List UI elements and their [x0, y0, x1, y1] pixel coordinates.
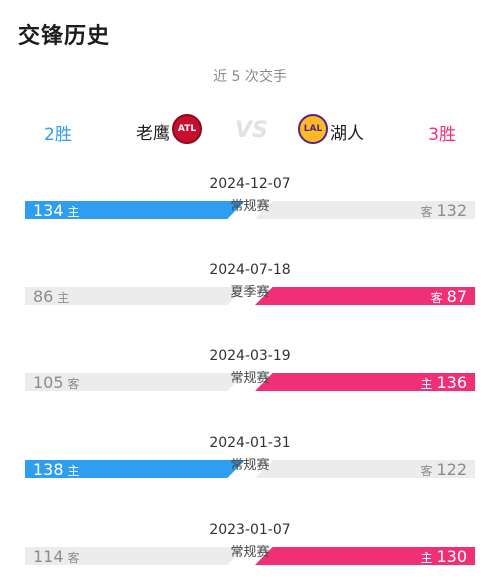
game-type: 夏季赛 — [230, 285, 270, 300]
game-date: 2024-01-31 — [209, 435, 291, 451]
right-score: 主 136 — [416, 375, 467, 392]
left-venue-tag: 客 — [67, 551, 80, 565]
left-venue-tag: 主 — [67, 464, 80, 478]
left-score-bar — [25, 373, 245, 391]
game-row[interactable]: 2024-01-31 常规赛 138 主 客 122 — [0, 435, 500, 495]
game-type: 常规赛 — [230, 458, 270, 473]
left-score: 114 客 — [33, 549, 84, 566]
right-score-value: 130 — [436, 547, 467, 566]
game-row[interactable]: 2024-12-07 常规赛 134 主 客 132 — [0, 176, 500, 236]
left-score: 86 主 — [33, 289, 73, 306]
game-row[interactable]: 2024-03-19 常规赛 105 客 主 136 — [0, 348, 500, 408]
right-score-bar-fill — [255, 547, 475, 565]
page-title: 交锋历史 — [18, 24, 111, 49]
game-date: 2024-07-18 — [209, 262, 291, 278]
left-team-name[interactable]: 老鹰 — [136, 124, 170, 144]
hawks-logo-icon[interactable]: ATL — [172, 114, 202, 144]
game-date: 2024-03-19 — [209, 348, 291, 364]
game-date: 2024-12-07 — [209, 176, 291, 192]
right-venue-tag: 客 — [420, 464, 433, 478]
right-team-name[interactable]: 湖人 — [330, 124, 364, 144]
left-score-value: 138 — [33, 460, 64, 479]
right-score: 客 122 — [416, 462, 467, 479]
right-venue-tag: 客 — [430, 291, 443, 305]
hawks-logo-text: ATL — [177, 124, 197, 134]
left-score-bar — [25, 287, 245, 305]
game-row[interactable]: 2023-01-07 常规赛 114 客 主 130 — [0, 522, 500, 582]
left-score-value: 134 — [33, 201, 64, 220]
left-score-bar-fill — [25, 201, 245, 219]
left-score-bar-fill — [25, 547, 245, 565]
right-score: 主 130 — [416, 549, 467, 566]
right-venue-tag: 客 — [420, 205, 433, 219]
lakers-logo-icon[interactable]: LAL — [298, 114, 328, 144]
right-score-value: 87 — [446, 287, 467, 306]
right-venue-tag: 主 — [420, 551, 433, 565]
right-score: 客 132 — [416, 203, 467, 220]
right-score-bar-fill — [255, 373, 475, 391]
right-score-bar — [255, 287, 475, 305]
right-score-bar — [255, 547, 475, 565]
right-score-bar-fill — [255, 201, 475, 219]
left-score-value: 114 — [33, 547, 64, 566]
left-score-bar — [25, 201, 245, 219]
right-score-bar-fill — [255, 460, 475, 478]
left-venue-tag: 主 — [67, 205, 80, 219]
left-venue-tag: 主 — [57, 291, 70, 305]
left-team-wins: 2胜 — [44, 125, 72, 145]
game-type: 常规赛 — [230, 199, 270, 214]
game-row[interactable]: 2024-07-18 夏季赛 86 主 客 87 — [0, 262, 500, 322]
vs-icon: VS — [235, 118, 268, 143]
left-score-bar-fill — [25, 287, 245, 305]
right-score-value: 136 — [436, 373, 467, 392]
left-score: 134 主 — [33, 203, 84, 220]
recent-games-subtitle: 近 5 次交手 — [213, 69, 287, 85]
left-score-bar — [25, 547, 245, 565]
right-team-wins: 3胜 — [428, 125, 456, 145]
right-score-bar — [255, 373, 475, 391]
right-score-bar-fill — [255, 287, 475, 305]
right-score-bar — [255, 460, 475, 478]
game-type: 常规赛 — [230, 371, 270, 386]
game-date: 2023-01-07 — [209, 522, 291, 538]
right-venue-tag: 主 — [420, 377, 433, 391]
left-score-value: 105 — [33, 373, 64, 392]
left-score-bar-fill — [25, 373, 245, 391]
left-venue-tag: 客 — [67, 377, 80, 391]
left-score: 138 主 — [33, 462, 84, 479]
left-score-bar-fill — [25, 460, 245, 478]
lakers-logo-text: LAL — [303, 124, 323, 134]
game-type: 常规赛 — [230, 545, 270, 560]
left-score-value: 86 — [33, 287, 54, 306]
right-score: 客 87 — [427, 289, 467, 306]
right-score-value: 132 — [436, 201, 467, 220]
right-score-value: 122 — [436, 460, 467, 479]
matchup-header: 2胜 老鹰 ATL VS LAL 湖人 3胜 — [0, 112, 500, 152]
right-score-bar — [255, 201, 475, 219]
left-score: 105 客 — [33, 375, 84, 392]
left-score-bar — [25, 460, 245, 478]
